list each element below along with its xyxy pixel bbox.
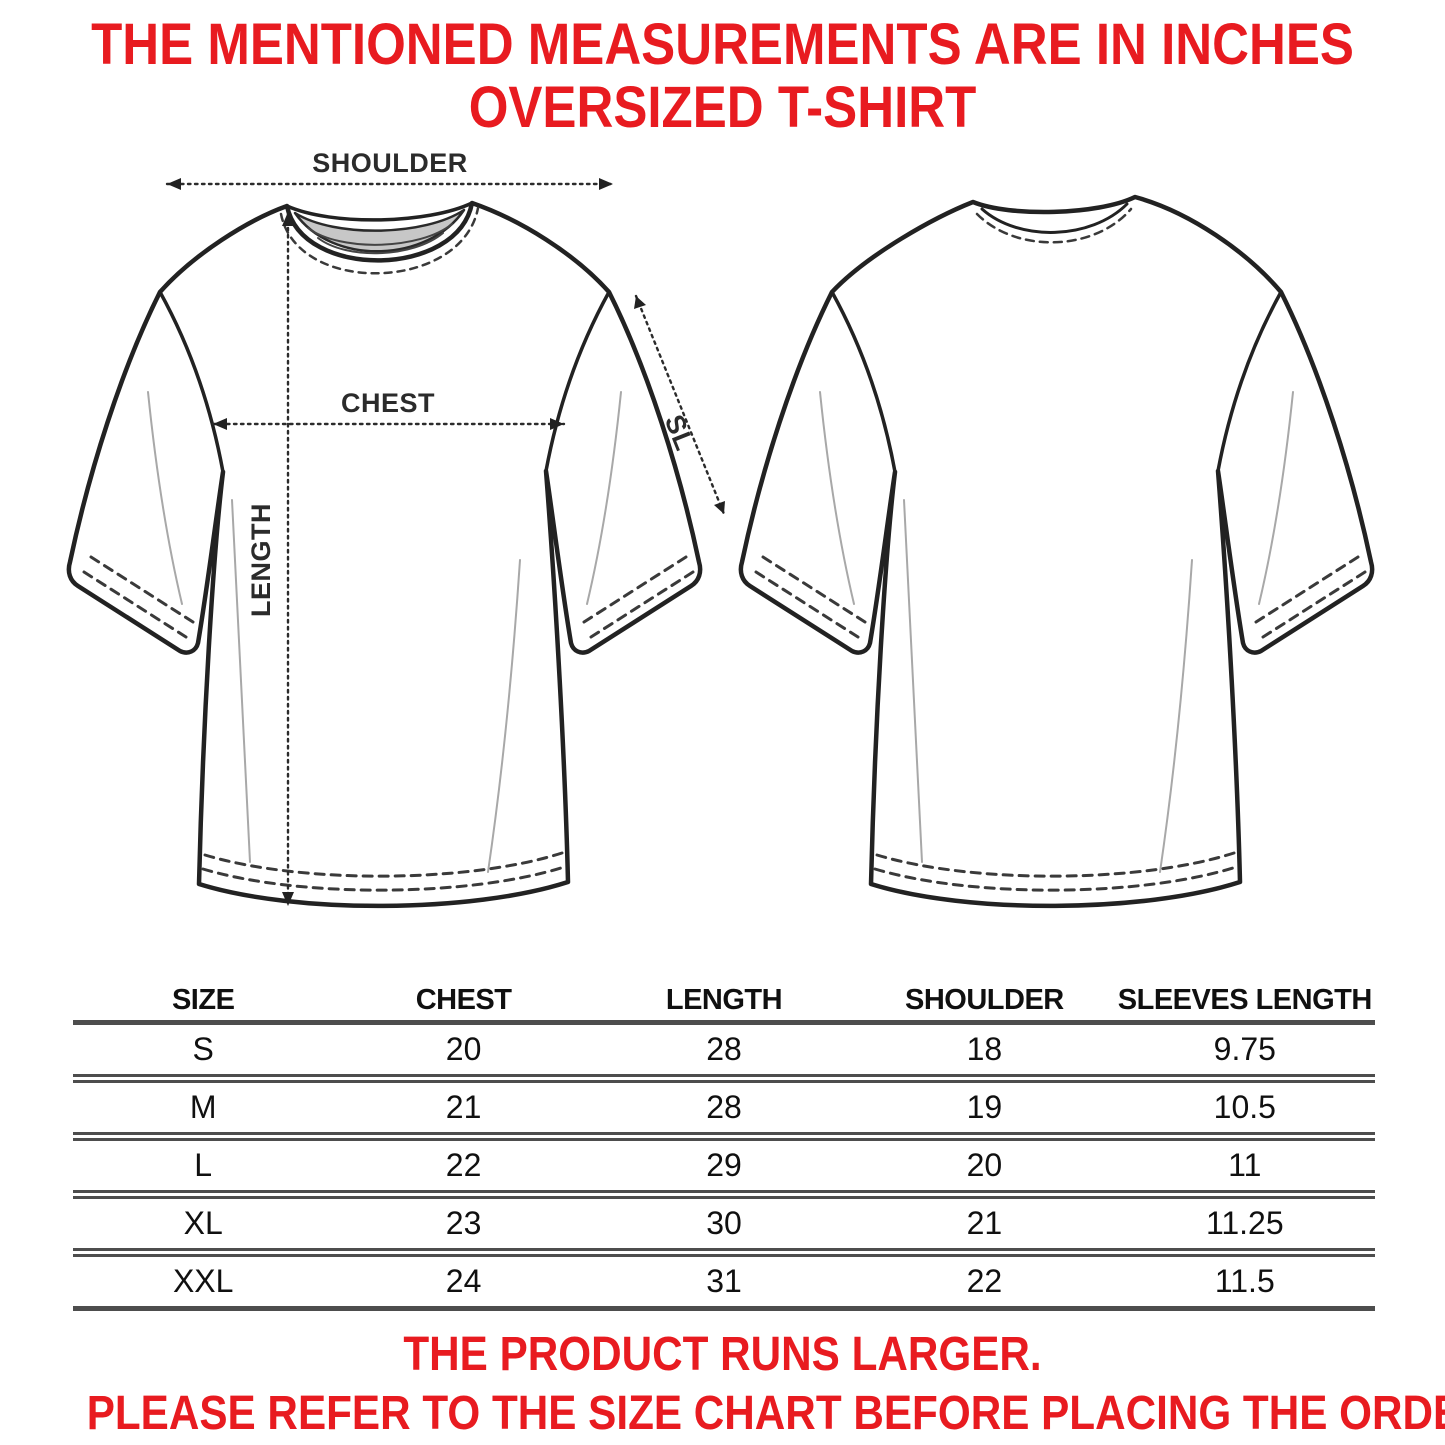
back-stitching: [754, 555, 1367, 892]
table-separator: [73, 1020, 1375, 1025]
table-cell: 19: [966, 1089, 1003, 1125]
back-collar-bottom-edge: [980, 202, 1129, 234]
table-cell: 24: [445, 1263, 482, 1299]
length-label: LENGTH: [246, 503, 276, 617]
table-row: XL 23 30 21 11.25: [73, 1199, 1375, 1248]
table-row: XXL 24 31 22 11.5: [73, 1257, 1375, 1306]
column-header: LENGTH: [665, 983, 783, 1016]
table-cell: 21: [966, 1205, 1003, 1241]
table-cell: 11.25: [1205, 1205, 1284, 1241]
back-fold-lines: [819, 391, 1294, 873]
front-right-armhole-seam: [544, 290, 611, 473]
table-cell: 9.75: [1213, 1031, 1276, 1067]
table-row: M 21 28 19 10.5: [73, 1083, 1375, 1132]
back-left-armhole-seam: [830, 290, 897, 474]
table-cell: 31: [706, 1263, 742, 1299]
table-header-row: SIZE CHEST LENGTH SHOULDER SLEEVES LENGT…: [73, 980, 1375, 1020]
table-separator: [73, 1248, 1375, 1257]
table-cell: 11: [1228, 1147, 1262, 1183]
table-cell: 22: [966, 1263, 1003, 1299]
front-fold-lines: [147, 391, 622, 873]
table-row: S 20 28 18 9.75: [73, 1025, 1375, 1074]
title-line-2: OVERSIZED T-SHIRT: [468, 74, 977, 140]
table-cell: L: [194, 1147, 213, 1183]
dimension-arrowheads: [167, 178, 725, 906]
column-header: SLEEVES LENGTH: [1117, 983, 1373, 1016]
shoulder-label: SHOULDER: [312, 148, 468, 178]
size-table: SIZE CHEST LENGTH SHOULDER SLEEVES LENGT…: [73, 980, 1375, 1311]
title-line-1: THE MENTIONED MEASUREMENTS ARE IN INCHES: [91, 12, 1354, 77]
table-cell: 20: [966, 1147, 1003, 1183]
table-separator: [73, 1132, 1375, 1141]
back-neck-stitching: [975, 207, 1133, 244]
table-cell: 11.5: [1214, 1263, 1275, 1299]
back-shirt-outline: [738, 194, 1375, 909]
front-shirt-outline: [66, 200, 703, 909]
column-header: SIZE: [171, 983, 235, 1016]
footer-line-2: PLEASE REFER TO THE SIZE CHART BEFORE PL…: [86, 1386, 1445, 1440]
front-left-armhole-seam: [158, 290, 225, 474]
sleeve-dimension-line: [634, 294, 726, 516]
page-title: THE MENTIONED MEASUREMENTS ARE IN INCHES…: [0, 12, 1445, 140]
column-header: CHEST: [415, 983, 512, 1016]
table-cell: 28: [706, 1089, 742, 1125]
table-cell: 18: [966, 1031, 1003, 1067]
table-cell: XXL: [172, 1263, 234, 1299]
table-row: L 22 29 20 11: [73, 1141, 1375, 1190]
front-neck-stitching: [279, 206, 480, 275]
table-cell: 28: [706, 1031, 742, 1067]
table-cell: 29: [706, 1147, 742, 1183]
table-separator: [73, 1074, 1375, 1083]
table-cell: 21: [445, 1089, 482, 1125]
dimension-annotations: [165, 182, 726, 906]
front-stitching: [82, 555, 695, 892]
table-separator: [73, 1306, 1375, 1311]
table-cell: 23: [445, 1205, 482, 1241]
table-separator: [73, 1190, 1375, 1199]
collar-rib-line: [317, 232, 444, 255]
table-cell: S: [192, 1031, 214, 1067]
column-header: SHOULDER: [905, 983, 1064, 1016]
collar-rib-line: [307, 223, 453, 246]
front-shirt-drawing: [66, 200, 703, 909]
table-cell: M: [189, 1089, 217, 1125]
table-cell: 10.5: [1213, 1089, 1276, 1125]
back-right-armhole-seam: [1216, 290, 1283, 473]
table-cell: 20: [445, 1031, 482, 1067]
chest-label: CHEST: [341, 388, 435, 418]
table-cell: 22: [445, 1147, 482, 1183]
footer-line-1: THE PRODUCT RUNS LARGER.: [403, 1328, 1042, 1381]
footer-note: THE PRODUCT RUNS LARGER. PLEASE REFER TO…: [0, 1326, 1445, 1443]
front-collar-top-edge: [285, 201, 474, 222]
table-cell: XL: [183, 1205, 223, 1241]
back-shirt-drawing: [738, 194, 1375, 909]
table-cell: 30: [706, 1205, 742, 1241]
